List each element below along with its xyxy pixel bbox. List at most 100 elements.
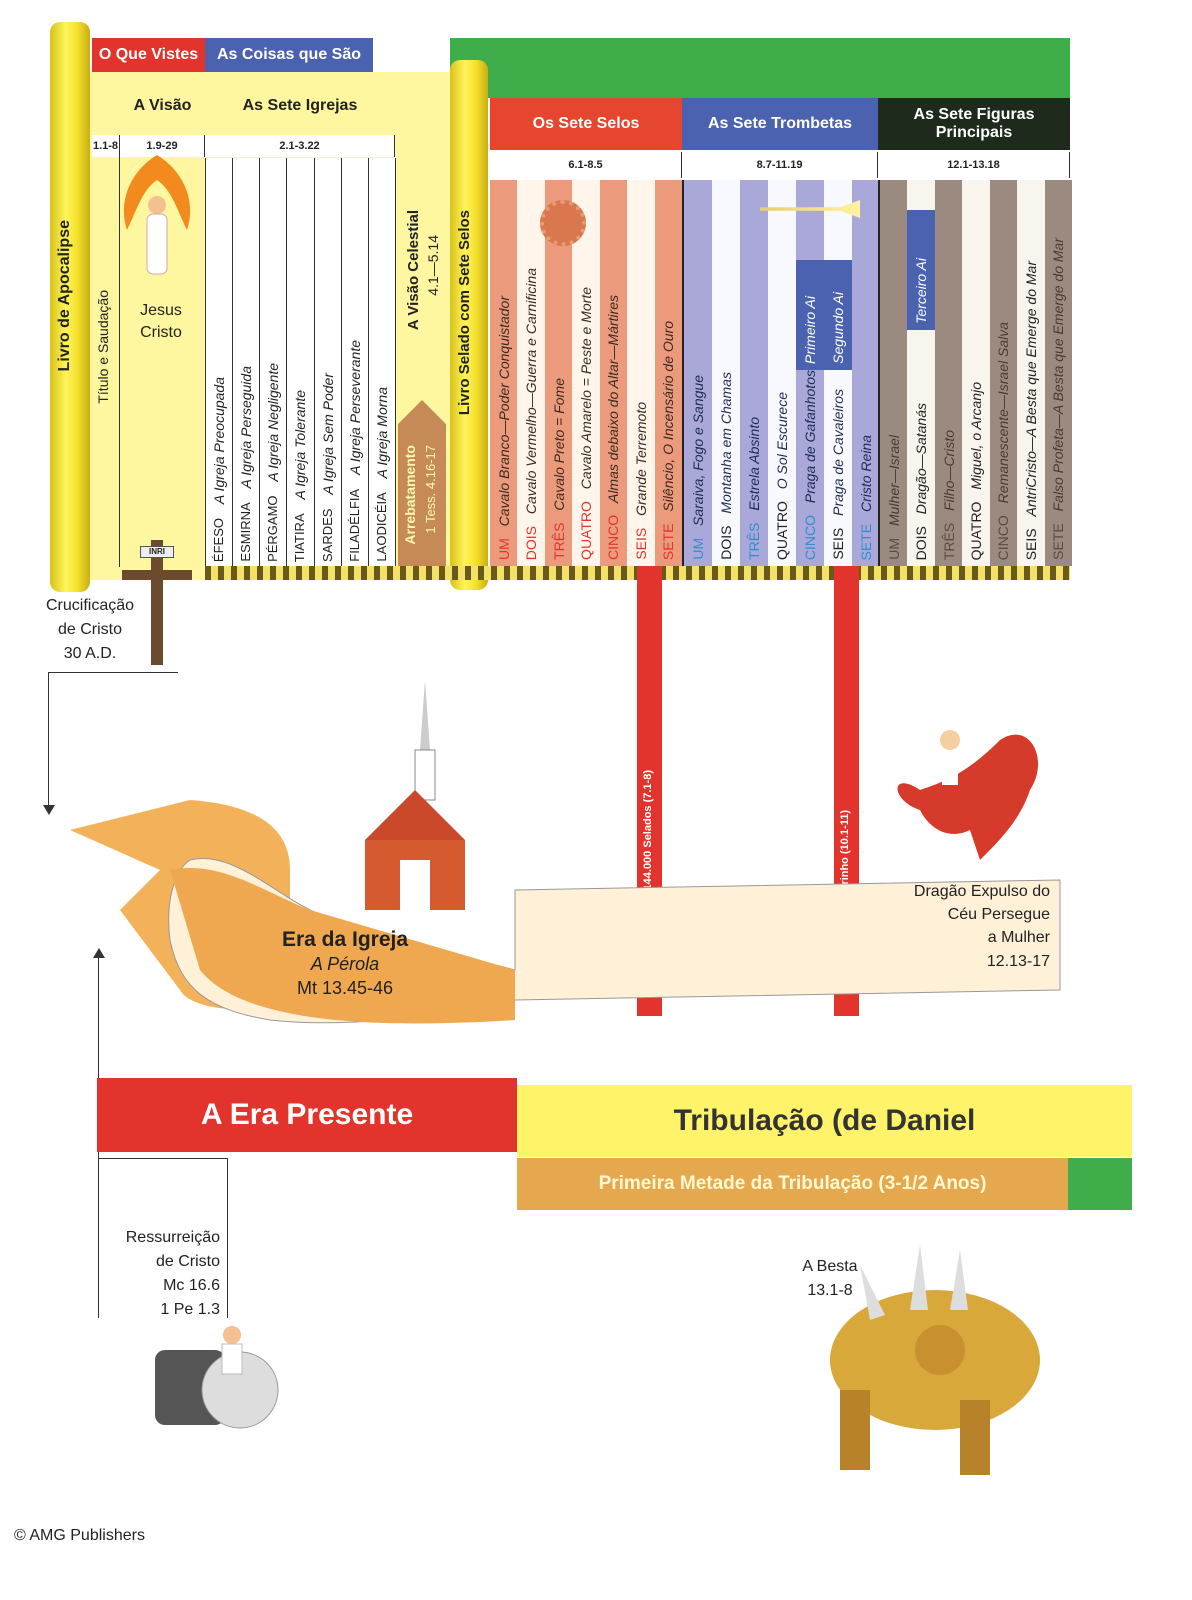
stripe: CINCO Praga de Gafanhotos Primeiro Ai bbox=[796, 180, 824, 566]
dragao-line: a Mulher bbox=[987, 929, 1050, 947]
church-name: ÉFESO bbox=[211, 517, 227, 562]
crucificacao-label: Crucificação de Cristo 30 A.D. bbox=[40, 594, 140, 666]
era-presente-bar: A Era Presente bbox=[97, 1078, 517, 1152]
titulo-column bbox=[92, 157, 120, 567]
stripe-text: SETE Falso Profeta—A Besta que Emerge do… bbox=[1049, 238, 1067, 560]
stripe-number: QUATRO bbox=[967, 501, 984, 560]
crucificacao-line: 30 A.D. bbox=[63, 645, 117, 662]
era-ribbon bbox=[70, 800, 1061, 1024]
stripe-number: TRÊS bbox=[940, 522, 957, 560]
seals-group: UM Cavalo Branco—Poder Conquistador DOIS … bbox=[490, 180, 682, 566]
church-text: LAODICÉIA A Igreja Morna bbox=[373, 387, 391, 562]
stripe-description: Saraiva, Fogo e Sangue bbox=[690, 375, 706, 527]
ref-visao: 1.9-29 bbox=[120, 135, 205, 157]
visao-celestial-ref: 4.1—5.14 bbox=[425, 235, 441, 296]
stripe-description: Remanescente—Israel Salva bbox=[995, 321, 1012, 503]
stripe-text: UM Cavalo Branco—Poder Conquistador bbox=[495, 296, 513, 560]
stripe-number: DOIS bbox=[523, 525, 540, 560]
church-column: PÉRGAMO A Igreja Negligente bbox=[260, 158, 288, 568]
stripe-description: Cavalo Vermelho—Guerra e Carnificina bbox=[523, 267, 540, 514]
stripe-number: SEIS bbox=[1022, 528, 1039, 560]
church-name: FILADÉLFIA bbox=[346, 489, 362, 562]
church-text: PÉRGAMO A Igreja Negligente bbox=[264, 363, 282, 562]
ref-figuras: 12.1-13.18 bbox=[878, 152, 1070, 178]
woe-text: Primeiro Ai bbox=[802, 296, 818, 364]
crucificacao-line: de Cristo bbox=[57, 621, 123, 638]
stripe-number: UM bbox=[690, 538, 706, 560]
woe-label: Segundo Ai bbox=[824, 260, 852, 370]
stripe-description: Praga de Cavaleiros bbox=[830, 389, 846, 517]
stripe-text: SETE Silêncio, O Incensário de Ouro bbox=[659, 321, 677, 560]
dragao-ref: 12.13-17 bbox=[986, 952, 1050, 970]
stripe-number: SEIS bbox=[830, 528, 846, 560]
church-name: SARDES bbox=[319, 508, 335, 562]
woe-label: Terceiro Ai bbox=[907, 210, 935, 330]
stripe-number: DOIS bbox=[718, 525, 734, 560]
church-description: A Igreja Perseguida bbox=[238, 366, 255, 489]
stripe-description: Grande Terremoto bbox=[632, 402, 649, 517]
stripe-text: TRÊS Estrela Absinto bbox=[745, 417, 763, 560]
stripe: DOIS Montanha em Chamas bbox=[712, 180, 740, 566]
stripe-text: QUATRO O Sol Escurece bbox=[773, 392, 791, 560]
era-igreja-subtitle: A Pérola bbox=[310, 954, 380, 975]
stripe-text: QUATRO Miguel, o Arcanjo bbox=[967, 382, 985, 560]
stripe-text: DOIS Montanha em Chamas bbox=[717, 372, 735, 560]
visao-celestial: A Visão Celestial bbox=[405, 210, 423, 330]
ref-trombetas: 8.7-11.19 bbox=[682, 152, 878, 178]
dragon-illustration bbox=[880, 700, 1060, 870]
stripe: QUATRO Cavalo Amarelo = Peste e Morte bbox=[572, 180, 600, 566]
beast-illustration bbox=[810, 1240, 1060, 1490]
church-name: PÉRGAMO bbox=[265, 495, 281, 562]
stripe: SEIS Grande Terremoto bbox=[627, 180, 655, 566]
churches: ÉFESO A Igreja Preocupada ESMIRNA A Igrej… bbox=[205, 158, 396, 568]
stripe: UM Saraiva, Fogo e Sangue bbox=[684, 180, 712, 566]
era-igreja-title: Era da Igreja bbox=[281, 928, 409, 951]
green-bar-end bbox=[1068, 1158, 1132, 1210]
woe-label: Primeiro Ai bbox=[796, 260, 824, 370]
header-sete-figuras: As Sete Figuras Principais bbox=[878, 98, 1070, 150]
church-column: ÉFESO A Igreja Preocupada bbox=[206, 158, 234, 568]
ressurreicao-line: Ressurreição bbox=[125, 1229, 220, 1246]
stripe-description: Cristo Reina bbox=[858, 434, 874, 512]
tomb-illustration bbox=[150, 1320, 290, 1430]
stripe-number: CINCO bbox=[605, 514, 622, 560]
header-sete-trombetas: As Sete Trombetas bbox=[682, 98, 878, 150]
stripe: DOIS Dragão—Satanás Terceiro Ai bbox=[907, 180, 935, 566]
stripe-number: QUATRO bbox=[774, 501, 790, 560]
header-coisas-que-sao: As Coisas que São bbox=[205, 38, 373, 72]
stripe-number: SETE bbox=[858, 523, 874, 560]
scroll-livro-apocalipse bbox=[50, 22, 90, 592]
church-name: ESMIRNA bbox=[238, 502, 254, 562]
header-o-que-vistes: O Que Vistes bbox=[92, 38, 205, 72]
stripe-text: SEIS Praga de Cavaleiros bbox=[829, 389, 847, 560]
stripe-text: DOIS Cavalo Vermelho—Guerra e Carnificin… bbox=[522, 268, 540, 560]
green-band bbox=[450, 38, 1070, 98]
ressurreicao-ref: Mc 16.6 bbox=[163, 1277, 220, 1294]
stripe-description: Praga de Gafanhotos bbox=[802, 369, 818, 503]
stripe: SEIS Praga de Cavaleiros Segundo Ai bbox=[824, 180, 852, 566]
crucificacao-line: Crucificação bbox=[45, 597, 135, 614]
church-text: TIATIRA A Igreja Tolerante bbox=[291, 390, 309, 562]
woe-text: Segundo Ai bbox=[830, 292, 846, 364]
stripe-description: Dragão—Satanás bbox=[913, 402, 930, 514]
connector-crucificacao bbox=[48, 672, 178, 812]
arrow-down-icon bbox=[43, 805, 55, 821]
stripe-text: CINCO Remanescente—Israel Salva bbox=[994, 322, 1012, 560]
church-description: A Igreja Sem Poder bbox=[319, 372, 336, 495]
scroll-title: Livro de Apocalipse bbox=[56, 220, 73, 372]
stripe-text: CINCO Praga de Gafanhotos bbox=[801, 370, 819, 560]
church-building-illustration bbox=[360, 680, 470, 920]
cross-icon bbox=[122, 540, 192, 665]
arrebatamento-title: Arrebatamento bbox=[402, 445, 418, 545]
jesus-cristo-illustration bbox=[112, 150, 202, 290]
stripe-number: CINCO bbox=[802, 514, 818, 560]
ressurreicao-line: de Cristo bbox=[155, 1253, 220, 1270]
stripe: CINCO Remanescente—Israel Salva bbox=[989, 180, 1018, 566]
tribulacao-bar: Tribulação (de Daniel bbox=[517, 1085, 1132, 1157]
stripe-number: SEIS bbox=[632, 528, 649, 560]
seal-icon bbox=[540, 200, 586, 246]
stripe-number: SETE bbox=[660, 523, 677, 560]
arrow-up-icon bbox=[93, 948, 105, 958]
besta-ref: 13.1-8 bbox=[807, 1282, 853, 1299]
stripe-text: DOIS Dragão—Satanás bbox=[912, 403, 930, 560]
